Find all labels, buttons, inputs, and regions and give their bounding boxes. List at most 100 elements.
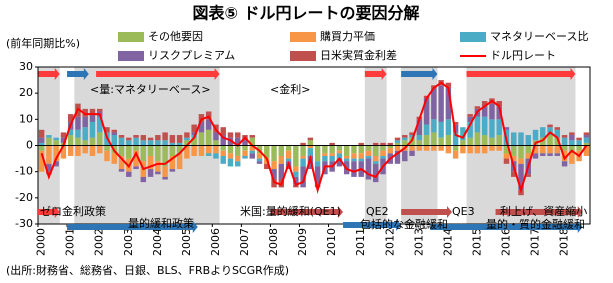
bar-segment [213,145,219,154]
bar-segment [489,119,495,138]
source: (出所:財務省、総務省、日銀、BLS、FRBよりSCGR作成) [6,263,289,277]
bar-segment [329,145,335,154]
bar-segment [111,135,117,146]
bar-segment [184,137,190,141]
bar-segment [409,135,415,138]
bar-segment [46,163,52,172]
bar-segment [518,145,524,159]
bar-segment [220,127,226,136]
bar-segment [402,135,408,138]
bar-segment [227,158,234,167]
bar-segment [242,155,248,159]
bar-segment [271,161,277,170]
legend-swatch [290,32,316,42]
bar-segment [293,166,299,172]
y-tick-label: 20 [19,86,33,99]
bar-segment [547,153,553,156]
bar-segment [89,137,96,146]
policy-arrow [38,206,60,218]
bar-segment [409,132,415,136]
bar-segment [336,150,343,154]
bar-segment [343,158,350,162]
bar-segment [373,142,379,146]
bar-segment [365,150,372,156]
bar-segment [249,135,255,138]
line-series [40,81,588,194]
bar-segment [481,145,488,154]
bar-segment [438,145,444,151]
bar-segment [46,135,52,138]
bar-segment [82,127,88,141]
bar-segment [569,153,575,164]
bar-segment [402,150,408,162]
bar-segment [38,142,45,146]
bar-segment [569,132,575,136]
bar-segment [583,137,590,143]
bar-segment [460,127,466,141]
bar-segment [518,163,524,190]
bar-segment [155,171,161,175]
annotation: 利上げ、資産縮小 [500,204,587,218]
bar-segment [271,145,277,162]
bar-segment [300,145,306,156]
bar-segment [554,137,561,146]
bar-segment [205,153,212,156]
bar-segment [503,153,510,159]
bar-segment [89,145,96,156]
bar-segment [518,132,524,146]
bar-segment [496,106,502,120]
bar-segment [423,98,430,125]
bar-segment [474,145,481,154]
period-arrow [67,68,89,80]
bar-segment [438,85,444,122]
bar-segment [394,137,401,141]
bar-segment [416,119,423,136]
bar-segment [423,145,430,151]
bar-segment [511,171,517,177]
y-tick-label: -10 [15,165,33,178]
bar-segment [329,155,335,162]
bar-segment [394,140,401,143]
bar-segment [423,124,430,136]
bar-segment [220,145,226,151]
y-tick-label: -20 [15,191,33,204]
bar-segment [547,145,553,154]
bar-segment [293,176,299,185]
bar-segment [53,137,59,141]
bar-segment [140,176,147,183]
bar-segment [336,145,343,151]
bar-segment [147,140,154,146]
bar-segment [256,153,263,159]
bar-segment [314,145,321,162]
bar-segment [293,184,299,188]
bar-segment [191,137,197,146]
bar-segment [155,140,161,146]
bar-segment [438,121,444,138]
bar-segment [82,145,88,154]
bar-segment [474,106,481,109]
y-tick-label: 10 [19,112,33,125]
bar-segment [300,142,306,146]
bar-segment [227,132,234,138]
x-tick-label: 2004 [151,228,164,256]
bar-segment [503,127,510,130]
bar-segment [256,158,263,162]
bar-segment [235,155,241,162]
bar-segment [358,153,364,159]
bar-segment [307,145,314,149]
bar-segment [133,166,139,170]
bar-segment [467,116,473,122]
bar-segment [285,150,292,159]
x-tick-label: 2008 [267,228,280,256]
x-tick-label: 2010 [325,228,338,256]
bar-segment [67,114,74,122]
bar-segment [358,145,364,154]
bar-segment [205,119,212,130]
bar-segment [496,135,502,146]
bar-segment [394,150,401,164]
bar-segment [53,140,59,146]
bar-segment [394,145,401,151]
bar-segment [307,148,314,156]
bar-segment [561,135,568,138]
x-tick-label: 2013 [412,228,425,256]
